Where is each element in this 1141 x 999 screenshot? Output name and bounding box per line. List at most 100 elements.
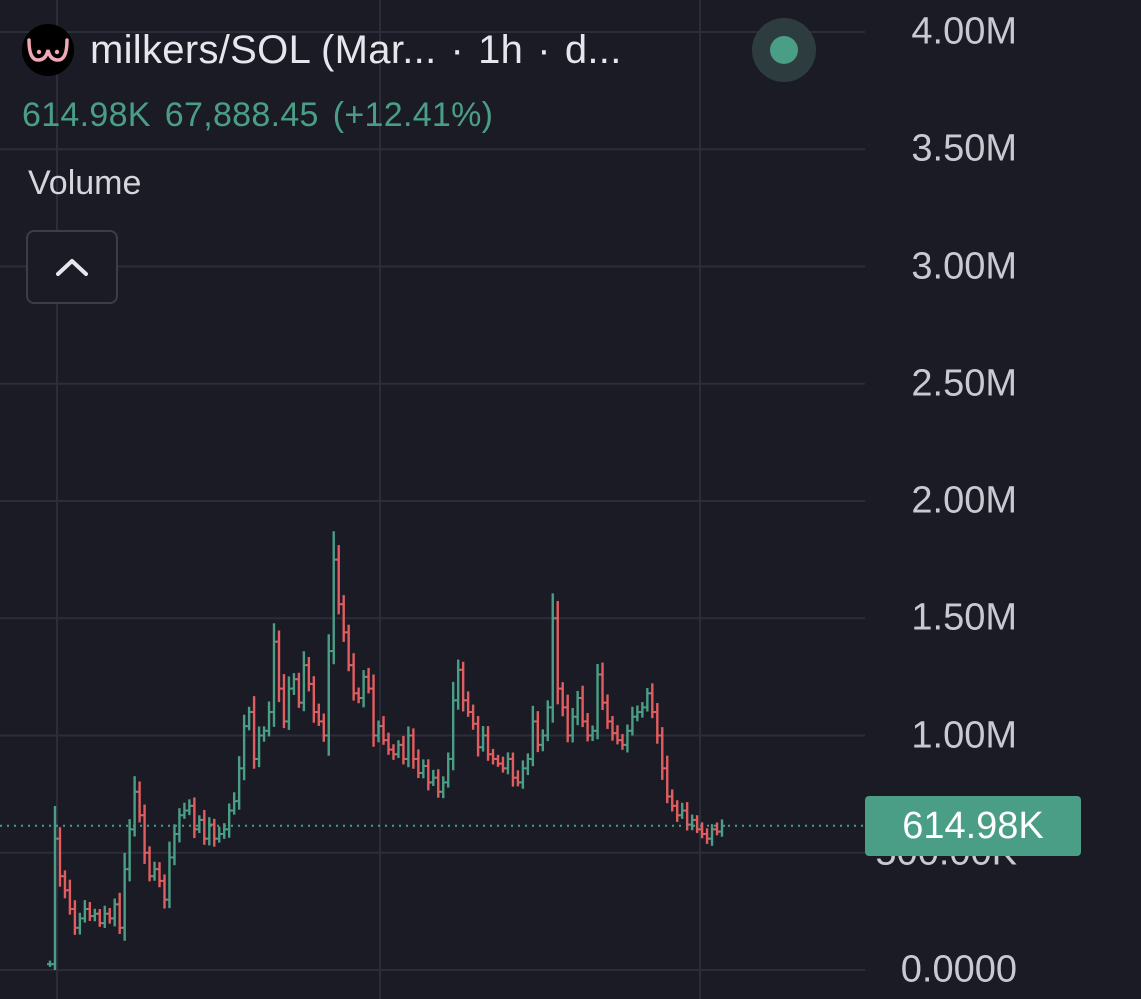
ohlc-bar <box>246 706 253 731</box>
ohlc-bar <box>231 792 238 815</box>
change-percent: (+12.41%) <box>332 96 494 134</box>
change-value: 67,888.45 <box>164 96 319 134</box>
price-axis-label: 0.0000 <box>900 948 1017 991</box>
price-axis-label: 2.50M <box>911 362 1017 405</box>
ohlc-bar <box>290 673 297 695</box>
ohlc-bar <box>704 828 711 844</box>
ohlc-bar <box>669 789 676 812</box>
ohlc-bar <box>480 726 487 752</box>
ohlc-bar <box>559 682 566 717</box>
ohlc-bar <box>674 800 681 822</box>
ohlc-bar <box>86 901 93 921</box>
ohlc-bar <box>440 776 447 799</box>
ohlc-bar <box>171 824 178 866</box>
separator: · <box>450 27 465 72</box>
ohlc-bar <box>395 740 402 759</box>
ohlc-bar <box>420 759 427 779</box>
ohlc-bar <box>76 912 83 935</box>
ohlc-bar <box>71 900 78 935</box>
ohlc-bar <box>226 803 233 838</box>
ohlc-bar <box>644 688 651 712</box>
ohlc-bar <box>320 713 327 742</box>
last-price-badge: 614.98K <box>865 796 1081 856</box>
data-source: d... <box>564 27 622 72</box>
ohlc-bar <box>315 703 322 726</box>
price-axis-label: 1.50M <box>911 596 1017 639</box>
ohlc-bar <box>689 814 696 831</box>
ohlc-bar <box>524 753 531 776</box>
ohlc-bar <box>445 752 452 788</box>
ohlc-bar <box>101 905 108 928</box>
ohlc-bar <box>266 701 273 737</box>
pair-name: milkers/SOL (Mar... <box>90 27 437 72</box>
ohlc-legend: 614.98K 67,888.45 (+12.41%) <box>22 96 507 135</box>
ohlc-bar <box>300 651 307 712</box>
ohlc-bar <box>241 714 248 781</box>
ohlc-bar <box>61 870 68 899</box>
status-dot-icon <box>770 36 798 64</box>
ohlc-bar <box>509 752 516 787</box>
ohlc-bar <box>519 760 526 789</box>
ohlc-bar <box>196 815 203 834</box>
ohlc-bar <box>549 593 556 723</box>
ohlc-bar <box>211 818 218 847</box>
ohlc-bar <box>624 724 631 753</box>
ohlc-bar <box>639 702 646 718</box>
price-axis-label: 3.00M <box>911 245 1017 287</box>
status-indicator[interactable] <box>752 18 816 82</box>
price-axis-label: 4.00M <box>911 10 1017 53</box>
ohlc-bar <box>121 852 128 941</box>
price-axis-label: 1.00M <box>911 714 1017 756</box>
ohlc-bar <box>206 817 213 846</box>
milkers-logo-icon <box>22 24 74 76</box>
ohlc-bar <box>589 725 596 742</box>
ohlc-bar <box>390 744 397 760</box>
ohlc-bar <box>325 634 332 756</box>
ohlc-bar <box>435 769 442 798</box>
symbol-title: milkers/SOL (Mar... · 1h · d... <box>90 28 622 73</box>
ohlc-bar <box>285 676 292 730</box>
ohlc-bar <box>405 726 412 768</box>
ohlc-bar <box>604 694 611 729</box>
ohlc-bar <box>499 756 506 773</box>
ohlc-bar <box>191 797 198 839</box>
ohlc-bars <box>47 531 725 970</box>
ohlc-bar <box>654 703 661 744</box>
ohlc-bar <box>574 690 581 726</box>
ohlc-bar <box>275 630 282 703</box>
interval: 1h <box>478 27 524 72</box>
ohlc-bar <box>495 754 501 767</box>
ohlc-bar <box>425 759 432 791</box>
ohlc-bar <box>330 531 337 665</box>
volume-indicator-label[interactable]: Volume <box>28 164 142 202</box>
last-value: 614.98K <box>22 96 151 134</box>
ohlc-bar <box>534 711 541 753</box>
ohlc-bar <box>251 696 258 769</box>
ohlc-bar <box>634 705 641 722</box>
ohlc-bar <box>709 824 716 846</box>
ohlc-bar <box>106 907 113 924</box>
ohlc-bar <box>514 770 521 787</box>
ohlc-bar <box>490 748 497 765</box>
ohlc-bar <box>91 908 98 922</box>
ohlc-bar <box>141 804 148 864</box>
ohlc-bar <box>450 681 457 771</box>
ohlc-bar <box>96 909 103 927</box>
ohlc-bar <box>410 728 417 769</box>
collapse-legend-button[interactable] <box>26 230 118 304</box>
ohlc-bar <box>584 712 591 742</box>
ohlc-bar <box>714 822 721 836</box>
ohlc-bar <box>609 715 616 741</box>
ohlc-bar <box>136 781 143 823</box>
price-axis-label: 3.50M <box>911 127 1017 170</box>
ohlc-bar <box>455 659 462 710</box>
ohlc-bar <box>719 819 725 837</box>
ohlc-bar <box>156 862 163 888</box>
ohlc-bar <box>131 776 138 837</box>
separator: · <box>537 27 551 72</box>
price-axis-label: 2.00M <box>911 479 1017 522</box>
symbol-header[interactable]: milkers/SOL (Mar... · 1h · d... <box>22 22 622 78</box>
ohlc-bar <box>400 735 407 765</box>
